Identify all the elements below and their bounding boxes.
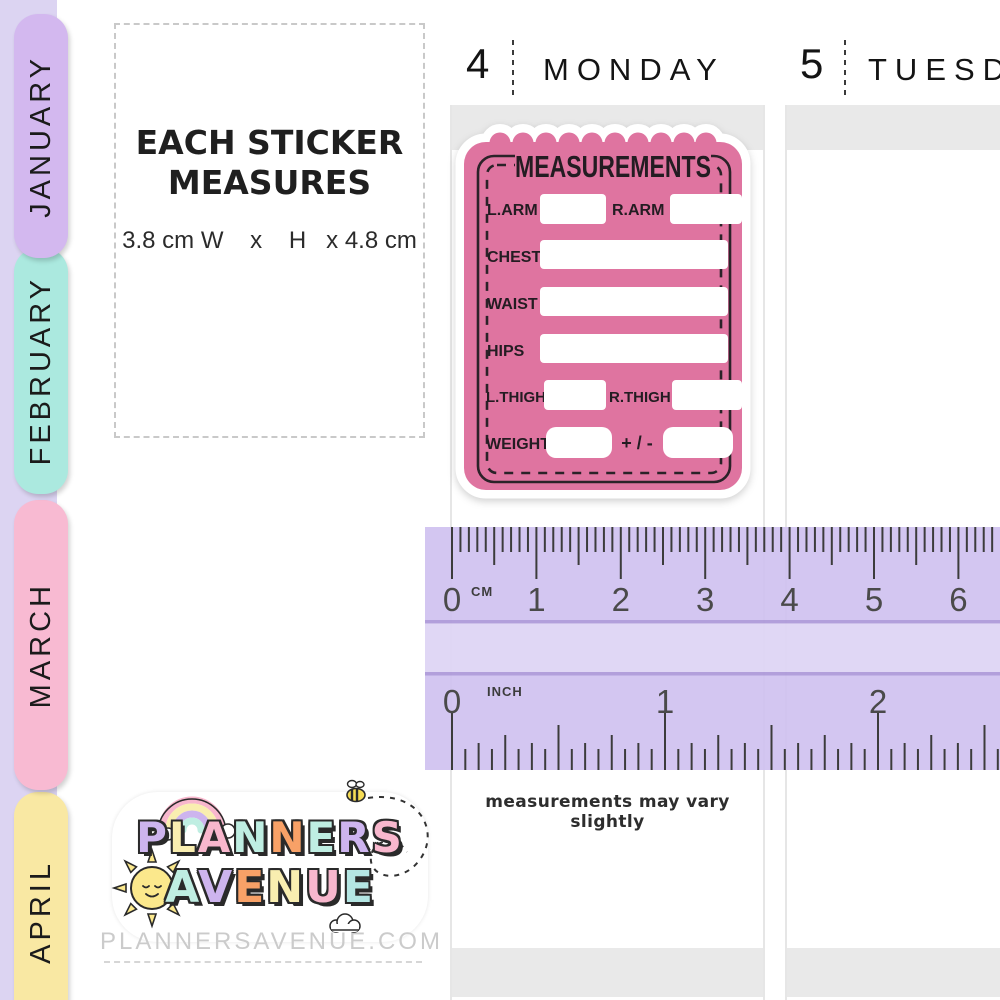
logo-letter: U: [305, 862, 343, 913]
field-box-weight: [546, 427, 612, 458]
tab-february: FEBRUARY: [14, 248, 68, 494]
measurements-sticker: MEASUREMENTS L.ARM R.ARM CHEST WAIST HIP…: [455, 124, 751, 499]
logo-letter: P: [136, 813, 169, 862]
inch-ticks: [451, 713, 999, 770]
logo-letter: A: [165, 862, 199, 913]
tab-april-label: APRIL: [24, 860, 57, 964]
field-box-r-thigh: [672, 380, 742, 410]
logo-letter: N: [269, 813, 307, 862]
field-box-l-thigh: [544, 380, 606, 410]
logo-line-planners: PLANNERS: [100, 812, 440, 864]
sticker-title: MEASUREMENTS: [515, 149, 711, 184]
ruler-number: 0: [443, 683, 461, 720]
size-box-title-line2: MEASURES: [167, 163, 372, 202]
field-box-plusminus: [663, 427, 733, 458]
field-label-waist: WAIST: [487, 296, 538, 313]
day-name-monday: MONDAY: [543, 52, 725, 87]
field-label-l-arm: L.ARM: [487, 202, 538, 219]
size-box-title-line1: EACH STICKER: [135, 123, 404, 162]
inch-numbers: 0 1 2: [443, 683, 887, 720]
disclaimer-note: measurements may vary slightly: [485, 792, 730, 832]
ruler-number: 1: [656, 683, 674, 720]
ruler-number: 0: [443, 581, 461, 618]
field-label-weight: WEIGHT: [486, 436, 550, 453]
bee-icon: [346, 779, 366, 803]
tab-january: JANUARY: [14, 14, 68, 258]
ruler-divider: [425, 672, 1000, 676]
field-label-r-thigh: R.THIGH: [609, 389, 671, 406]
logo-letter: R: [337, 813, 372, 862]
tab-march: MARCH: [14, 500, 68, 790]
website-url: PLANNERSAVENUE.COM: [100, 928, 443, 955]
inch-unit-label: INCH: [487, 684, 523, 699]
ruler-number: 2: [612, 581, 630, 618]
sun-icon: [111, 847, 193, 929]
ruler-divider: [425, 620, 1000, 624]
field-label-chest: CHEST: [487, 249, 541, 266]
sticker-size-box: EACH STICKER MEASURES 3.8 cm W x H x 4.8…: [114, 23, 425, 438]
ruler: 0 1 2 3 4 5 6 0 1 2 CM INCH: [425, 527, 1000, 770]
logo-line-avenue: AVENUE: [100, 862, 440, 914]
field-label-r-arm: R.ARM: [612, 202, 664, 219]
ruler-number: 2: [869, 683, 887, 720]
logo-letter: S: [371, 813, 404, 862]
field-label-l-thigh: L.THIGH: [486, 389, 546, 406]
field-box-r-arm: [670, 194, 742, 224]
field-box-l-arm: [540, 194, 606, 224]
planner-header-bar: [787, 105, 1000, 150]
dashed-divider: [104, 961, 422, 963]
logo-letter: E: [342, 862, 375, 913]
rainbow-icon: [150, 796, 236, 841]
day-name-tuesday: TUESDAY: [868, 52, 1000, 87]
cm-unit-label: CM: [471, 584, 493, 599]
ruler-number: 5: [865, 581, 883, 618]
field-label-hips: HIPS: [487, 343, 525, 360]
logo-letter: L: [168, 813, 198, 862]
ruler-body: [425, 527, 1000, 770]
size-box-title: EACH STICKER MEASURES: [116, 123, 423, 203]
cloud-icon: [329, 913, 361, 933]
field-box-hips: [540, 334, 728, 363]
planner-bottom-band: [452, 948, 763, 997]
day-number-5: 5: [800, 40, 824, 87]
ruler-number: 1: [527, 581, 545, 618]
ruler-number: 4: [780, 581, 798, 618]
ruler-middle-stripe: [425, 623, 1000, 672]
planner-bottom-band: [787, 948, 1000, 997]
tab-april: APRIL: [14, 792, 68, 1000]
size-box-dimensions: 3.8 cm W x H x 4.8 cm: [122, 227, 417, 254]
logo-letter: N: [266, 862, 306, 913]
title-mask: [515, 147, 711, 181]
logo-decorations: [111, 779, 429, 933]
day-number-4: 4: [466, 40, 490, 87]
ruler-number: 3: [696, 581, 714, 618]
tab-january-label: JANUARY: [24, 54, 57, 218]
field-box-chest: [540, 240, 728, 269]
day-separator-dashed: [512, 40, 514, 98]
logo-letter: E: [234, 862, 267, 913]
ruler-number: 6: [949, 581, 967, 618]
logo: PLANNERS AVENUE: [100, 812, 440, 914]
logo-letter: A: [197, 813, 233, 862]
logo-letter: E: [306, 813, 338, 862]
field-box-waist: [540, 287, 728, 316]
day-separator-dashed: [844, 40, 846, 98]
field-label-plusminus: + / -: [621, 433, 653, 453]
logo-letter: V: [198, 862, 235, 913]
tab-march-label: MARCH: [24, 581, 57, 709]
logo-letter: N: [232, 813, 270, 862]
tab-february-label: FEBRUARY: [24, 276, 57, 466]
bee-flight-trail: [367, 796, 429, 877]
cm-numbers: 0 1 2 3 4 5 6: [443, 581, 968, 618]
cm-ticks: [451, 527, 994, 579]
